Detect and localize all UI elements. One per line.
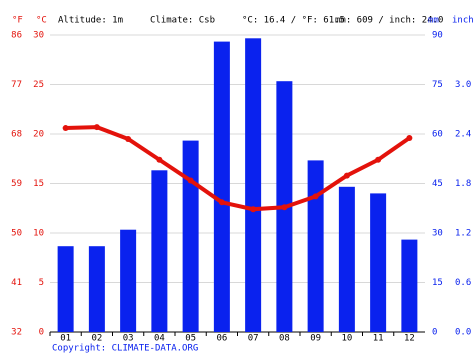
x-tick-label: 01 [60,334,71,344]
x-tick-label: 03 [123,334,134,344]
temperature-point [62,125,69,132]
y2-tick-label: 90 [432,31,443,41]
y3-tick-label: 77 [11,80,22,90]
y-tick-label: 15 [33,179,44,189]
y3-tick-label: 68 [11,130,22,140]
temperature-point [343,172,350,179]
x-tick-label: 11 [373,334,384,344]
y4-tick-label: 0.6 [455,278,471,288]
temperature-point [281,204,288,211]
temperature-point [312,193,319,200]
x-tick-label: 12 [404,334,415,344]
temperature-point [93,124,100,131]
y-tick-label: 20 [33,130,44,140]
bar [370,193,387,332]
bar [338,186,355,332]
y2-tick-label: 45 [432,179,443,189]
y-tick-label: 10 [33,229,44,239]
y3-tick-label: 50 [11,229,22,239]
y3-tick-label: 59 [11,179,22,189]
climate: Climate: Csb [150,16,215,26]
y4-tick-label: 3.0 [455,80,471,90]
precip-total: mm: 609 / inch: 24.0 [335,16,443,26]
bar [57,246,74,332]
temperature-point [187,177,194,184]
y3-tick-label: 86 [11,31,22,41]
x-tick-label: 06 [216,334,227,344]
y-tick-label: 0 [39,328,44,338]
x-tick-label: 05 [185,334,196,344]
y2-tick-label: 60 [432,130,443,140]
copyright: Copyright: CLIMATE-DATA.ORG [52,344,198,354]
temperature-point [375,156,382,163]
bar [88,246,105,332]
x-tick-label: 07 [248,334,259,344]
y2-tick-label: 15 [432,278,443,288]
x-tick-label: 02 [91,334,102,344]
y-tick-label: 5 [39,278,44,288]
f-unit: °F [12,16,23,26]
y3-tick-label: 32 [11,328,22,338]
temperature-line [65,125,411,212]
temperature-point [125,135,132,142]
y-tick-label: 30 [33,31,44,41]
y-tick-label: 25 [33,80,44,90]
bar [151,170,168,332]
bar [245,38,262,333]
temperature-point [218,199,225,206]
y4-tick-label: 1.8 [455,179,471,189]
temperature-point [156,156,163,163]
bar [120,229,137,332]
bar [401,239,418,332]
x-tick-label: 09 [310,334,321,344]
bar [182,140,199,332]
x-tick-label: 10 [341,334,352,344]
y4-tick-label: 1.2 [455,229,471,239]
y4-tick-label: 2.4 [455,130,471,140]
altitude: Altitude: 1m [58,16,123,26]
y2-tick-label: 75 [432,80,443,90]
x-tick-label: 04 [154,334,165,344]
x-tick-label: 08 [279,334,290,344]
inch-unit: inch [452,16,474,26]
bar [213,41,230,332]
y2-tick-label: 30 [432,229,443,239]
temp-avg: °C: 16.4 / °F: 61.5 [242,16,345,26]
y2-tick-label: 0 [432,328,437,338]
y4-tick-label: 0.0 [455,328,471,338]
c-unit: °C [36,16,47,26]
y3-tick-label: 41 [11,278,22,288]
mm-unit: mm [428,16,439,26]
bar [307,160,324,332]
temperature-point [406,134,413,141]
temperature-point [250,206,257,213]
